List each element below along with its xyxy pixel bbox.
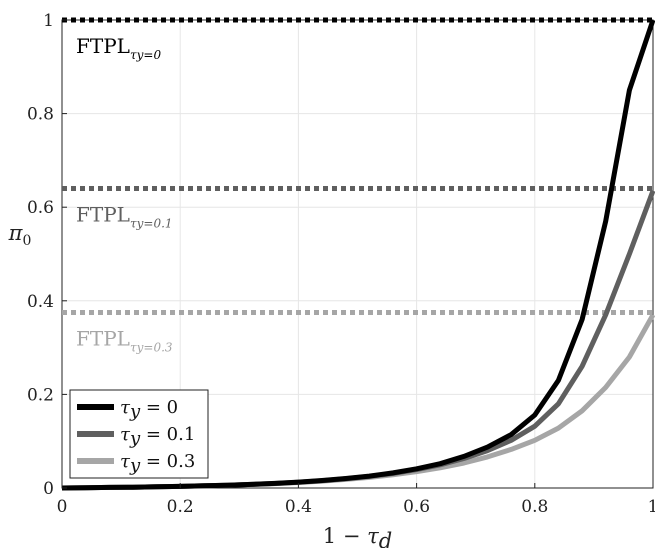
series-lines: [61, 19, 655, 491]
y-tick-label: 0.4: [27, 292, 54, 312]
reference-label: FTPLτy=0.3: [76, 327, 173, 355]
tick-labels: 0 0.2 0.4 0.6 0.8 1 0 0.2 0.4 0.6 0.8 1: [27, 11, 655, 517]
x-tick-label: 0: [57, 497, 68, 517]
legend-label: τy = 0.3: [120, 451, 195, 476]
legend-label: τy = 0.1: [120, 424, 195, 449]
legend-label: τy = 0: [120, 397, 178, 422]
y-tick-label: 0.2: [27, 385, 54, 405]
reference-lines: [62, 17, 653, 315]
x-tick-label: 0.8: [521, 497, 548, 517]
x-axis-label: 1 − τd: [323, 524, 392, 548]
y-tick-label: 0.6: [27, 198, 54, 218]
reference-label: FTPLτy=0: [76, 34, 161, 62]
x-tick-label: 0.4: [285, 497, 312, 517]
x-tick-label: 1: [648, 497, 655, 517]
x-tick-label: 0.6: [403, 497, 430, 517]
y-tick-label: 0: [43, 479, 54, 499]
y-tick-label: 1: [43, 11, 54, 31]
legend: τy = 0τy = 0.1τy = 0.3: [69, 389, 209, 479]
annotations: FTPLτy=0 FTPLτy=0.1 FTPLτy=0.3: [76, 34, 173, 355]
y-axis-label: π0: [8, 221, 32, 249]
x-tick-label: 0.2: [167, 497, 194, 517]
plot-frame: [61, 19, 654, 489]
series-line: [61, 19, 655, 491]
reference-label: FTPLτy=0.1: [76, 202, 173, 230]
y-tick-label: 0.8: [27, 105, 54, 125]
